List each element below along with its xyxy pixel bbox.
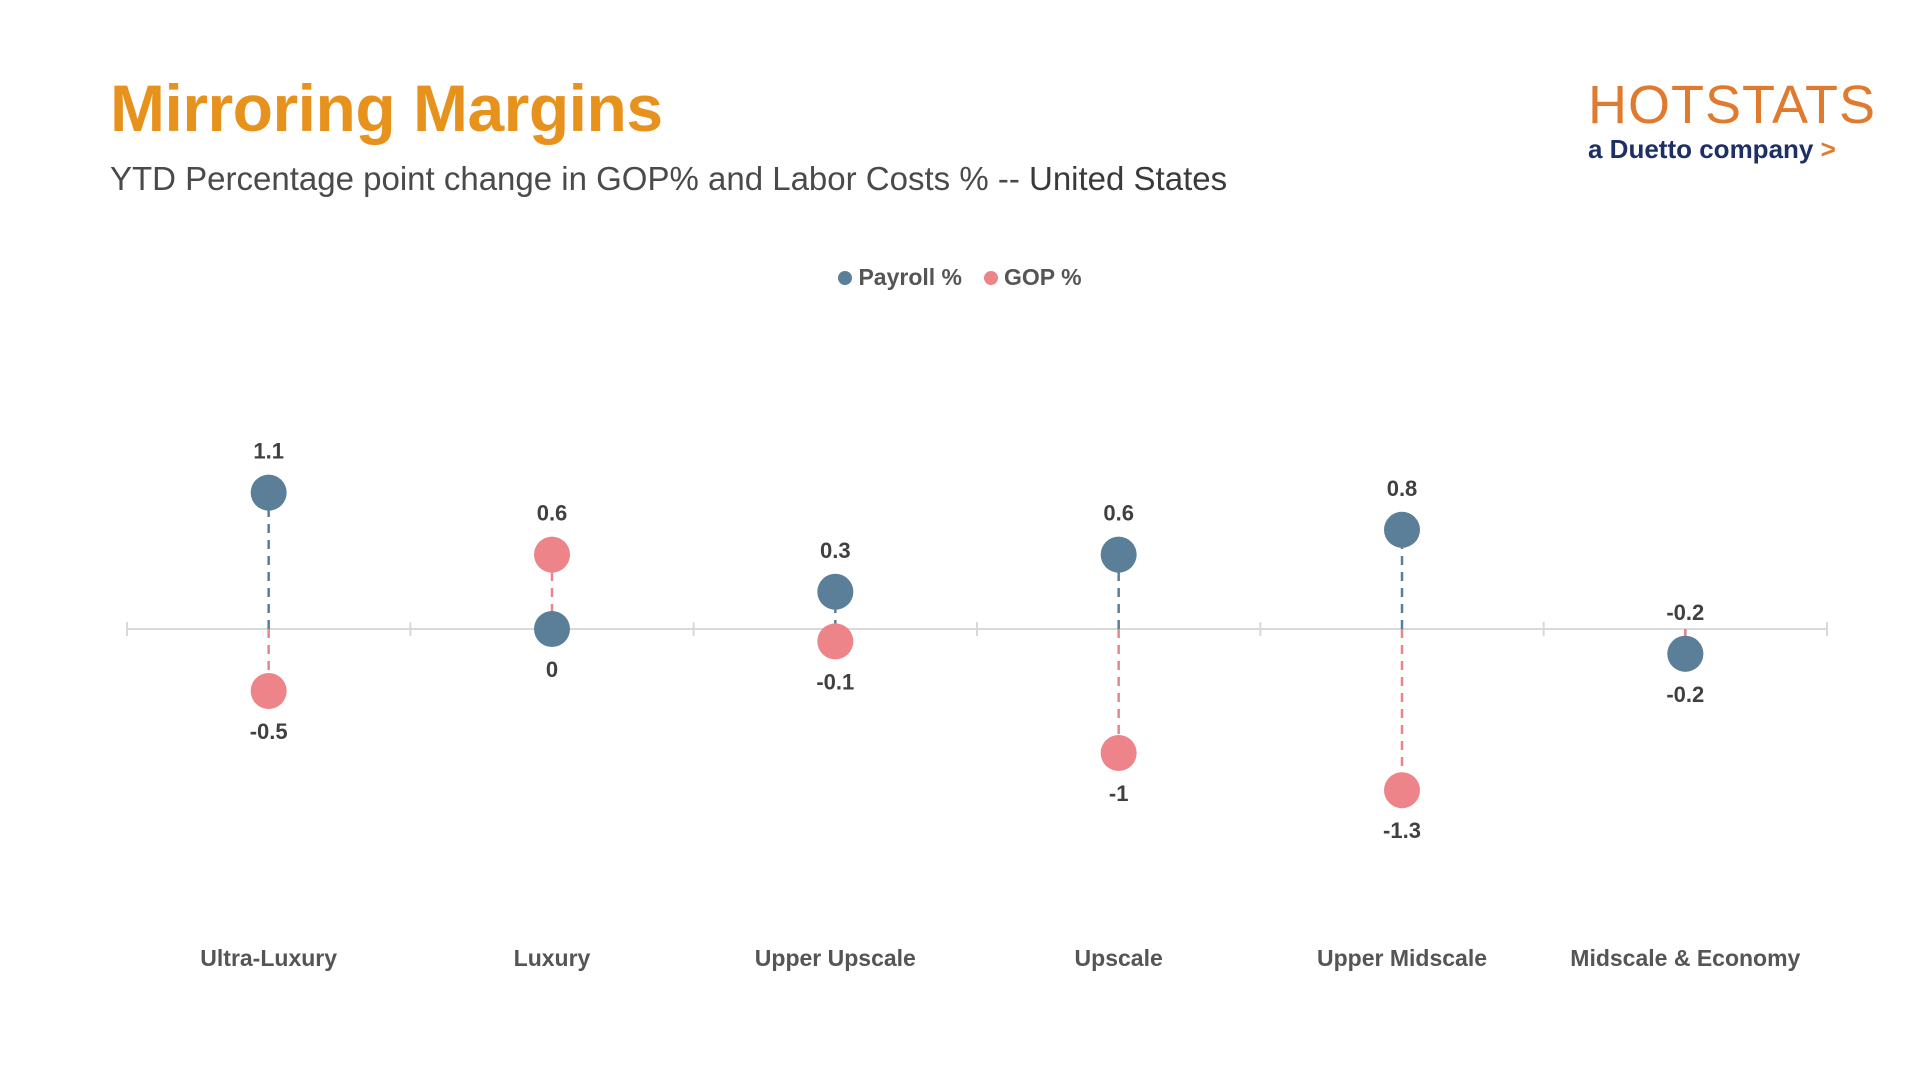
chart-title: Mirroring Margins bbox=[110, 71, 663, 145]
chart-subtitle: YTD Percentage point change in GOP% and … bbox=[110, 160, 1227, 198]
payroll-value-label-3: 0.6 bbox=[1103, 501, 1134, 526]
category-label-2: Upper Upscale bbox=[755, 945, 916, 971]
hotstats-logo: HOTSTATS a Duetto company > bbox=[1588, 75, 1876, 165]
payroll-point-3 bbox=[1100, 536, 1137, 573]
chart-legend: Payroll % GOP % bbox=[0, 264, 1920, 291]
gop-value-label-4: -1.3 bbox=[1383, 818, 1421, 843]
payroll-point-0 bbox=[250, 474, 287, 511]
payroll-point-5 bbox=[1667, 635, 1704, 672]
gop-point-4 bbox=[1384, 772, 1420, 809]
category-label-5: Midscale & Economy bbox=[1570, 945, 1800, 971]
logo-tagline-text: a Duetto company bbox=[1588, 134, 1814, 164]
legend-label-payroll: Payroll % bbox=[858, 264, 962, 290]
gop-value-label-1: 0.6 bbox=[537, 501, 568, 526]
gop-point-2 bbox=[817, 623, 854, 660]
gop-value-label-0: -0.5 bbox=[250, 719, 288, 744]
legend-item-gop: GOP % bbox=[984, 264, 1082, 291]
gop-value-label-2: -0.1 bbox=[816, 669, 854, 694]
legend-item-payroll: Payroll % bbox=[838, 264, 962, 291]
payroll-value-label-5: -0.2 bbox=[1666, 600, 1704, 625]
gop-point-0 bbox=[250, 673, 287, 709]
subtitle-main: YTD Percentage point change in GOP% and … bbox=[110, 160, 1029, 197]
legend-dot-payroll bbox=[838, 270, 853, 285]
payroll-point-4 bbox=[1384, 511, 1420, 548]
logo-brand: HOTSTATS bbox=[1588, 75, 1876, 135]
gop-value-label-3: -1 bbox=[1109, 781, 1129, 806]
category-label-3: Upscale bbox=[1075, 945, 1163, 971]
category-label-0: Ultra-Luxury bbox=[200, 945, 337, 971]
payroll-value-label-4: 0.8 bbox=[1387, 476, 1418, 501]
payroll-value-label-2: 0.3 bbox=[820, 538, 851, 563]
payroll-point-2 bbox=[817, 573, 854, 610]
gop-point-3 bbox=[1100, 735, 1137, 771]
category-label-4: Upper Midscale bbox=[1317, 945, 1487, 971]
subtitle-region: United States bbox=[1028, 160, 1228, 197]
logo-tagline: a Duetto company > bbox=[1588, 134, 1858, 165]
legend-label-gop: GOP % bbox=[1004, 264, 1082, 290]
payroll-point-1 bbox=[534, 611, 570, 647]
chevron-right-icon: > bbox=[1820, 134, 1836, 164]
payroll-value-label-1: 0 bbox=[546, 657, 558, 682]
category-label-1: Luxury bbox=[514, 945, 591, 971]
legend-dot-gop bbox=[984, 270, 998, 285]
gop-point-1 bbox=[534, 536, 570, 573]
payroll-value-label-0: 1.1 bbox=[253, 439, 284, 464]
gop-value-label-5: -0.2 bbox=[1666, 682, 1704, 707]
